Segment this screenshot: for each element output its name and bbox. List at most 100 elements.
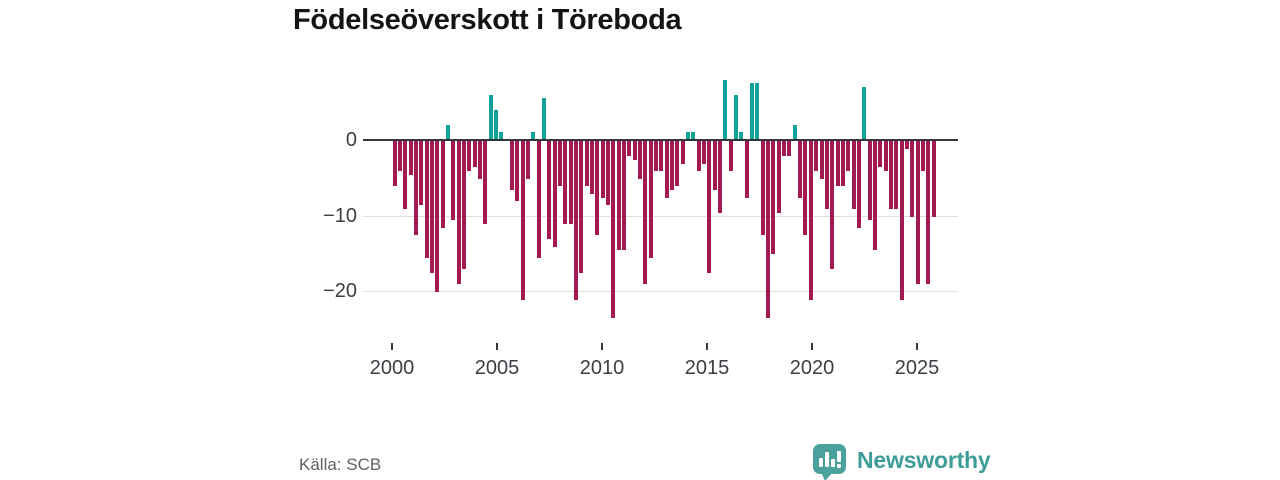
bar-Q2-2002 bbox=[440, 141, 445, 228]
bar-Q4-2021 bbox=[856, 141, 861, 228]
bar-Q2-2003 bbox=[462, 141, 467, 270]
gridline-y-20 bbox=[363, 291, 958, 292]
bar-Q4-2014 bbox=[707, 141, 712, 274]
bar-Q4-2010 bbox=[622, 141, 627, 251]
bar-Q1-2000 bbox=[392, 141, 397, 187]
bar-Q1-2012 bbox=[648, 141, 653, 259]
bar-Q1-2016 bbox=[734, 94, 739, 140]
zero-baseline bbox=[363, 139, 958, 141]
bar-Q1-2003 bbox=[456, 141, 461, 285]
bar-Q1-2023 bbox=[883, 141, 888, 172]
bar-Q3-2014 bbox=[702, 141, 707, 164]
bar-Q3-2002 bbox=[446, 124, 451, 140]
bar-Q3-2004 bbox=[488, 94, 493, 140]
bar-Q2-2017 bbox=[760, 141, 765, 236]
bar-Q4-2016 bbox=[750, 83, 755, 140]
bar-Q3-2016 bbox=[744, 141, 749, 198]
bar-Q1-2004 bbox=[478, 141, 483, 179]
bar-Q3-2024 bbox=[915, 141, 920, 285]
x-tick-2000 bbox=[391, 343, 393, 350]
bar-Q2-2007 bbox=[547, 141, 552, 240]
bar-Q4-2024 bbox=[920, 141, 925, 172]
bar-Q2-2008 bbox=[568, 141, 573, 225]
bar-Q2-2015 bbox=[718, 141, 723, 213]
bar-Q2-2022 bbox=[867, 141, 872, 221]
bar-Q3-2008 bbox=[574, 141, 579, 300]
bar-Q3-2010 bbox=[616, 141, 621, 251]
bar-Q2-2004 bbox=[483, 141, 488, 225]
bar-Q2-2024 bbox=[910, 141, 915, 217]
bar-Q2-2006 bbox=[526, 141, 531, 179]
y-axis-label: 0 bbox=[345, 129, 357, 151]
bar-Q3-2007 bbox=[552, 141, 557, 247]
bar-Q4-2008 bbox=[579, 141, 584, 274]
brand-lockup: Newsworthy bbox=[812, 443, 991, 480]
x-axis-label: 2015 bbox=[684, 357, 730, 379]
bar-Q2-2014 bbox=[696, 141, 701, 172]
bar-Q1-2017 bbox=[755, 83, 760, 140]
bar-Q2-2012 bbox=[654, 141, 659, 172]
bar-Q1-2021 bbox=[840, 141, 845, 187]
bar-Q2-2011 bbox=[632, 141, 637, 160]
x-tick-2010 bbox=[601, 343, 603, 350]
bar-Q4-2020 bbox=[835, 141, 840, 187]
bar-Q4-2005 bbox=[515, 141, 520, 202]
bar-Q4-2022 bbox=[878, 141, 883, 168]
bar-Q3-2009 bbox=[595, 141, 600, 236]
bar-Q1-2009 bbox=[584, 141, 589, 187]
newsworthy-logo-icon bbox=[813, 444, 846, 480]
bar-Q3-2005 bbox=[510, 141, 515, 191]
x-axis-label: 2010 bbox=[579, 357, 625, 379]
bar-Q3-2017 bbox=[766, 141, 771, 319]
bar-Q1-2008 bbox=[563, 141, 568, 225]
bar-Q3-2022 bbox=[872, 141, 877, 251]
bar-Q3-2019 bbox=[808, 141, 813, 300]
bar-Q3-2006 bbox=[531, 132, 536, 140]
bar-Q3-2023 bbox=[894, 141, 899, 209]
bar-Q1-2019 bbox=[798, 141, 803, 198]
bar-Q2-2019 bbox=[803, 141, 808, 236]
bar-Q4-2004 bbox=[494, 109, 499, 140]
x-tick-2020 bbox=[811, 343, 813, 350]
bar-Q4-2013 bbox=[686, 132, 691, 140]
bar-Q3-2015 bbox=[723, 79, 728, 140]
bar-Q1-2018 bbox=[776, 141, 781, 213]
source-note: Källa: SCB bbox=[299, 455, 382, 474]
y-axis-label: −20 bbox=[323, 280, 357, 302]
y-axis-label: −10 bbox=[323, 204, 357, 227]
bar-Q4-2019 bbox=[814, 141, 819, 172]
bar-Q1-2013 bbox=[670, 141, 675, 191]
bar-Q1-2011 bbox=[627, 141, 632, 157]
bar-Q1-2014 bbox=[691, 132, 696, 140]
bar-Q1-2020 bbox=[819, 141, 824, 179]
bar-Q2-2010 bbox=[611, 141, 616, 319]
bar-Q1-2015 bbox=[712, 141, 717, 191]
bar-Q3-2001 bbox=[424, 141, 429, 259]
bar-Q4-2003 bbox=[472, 141, 477, 168]
bar-Q1-2002 bbox=[435, 141, 440, 292]
bar-Q4-2011 bbox=[643, 141, 648, 285]
bar-Q2-2020 bbox=[824, 141, 829, 209]
bar-Q2-2000 bbox=[398, 141, 403, 172]
bar-Q1-2025 bbox=[926, 141, 931, 285]
bar-Q2-2009 bbox=[590, 141, 595, 194]
bar-Q3-2012 bbox=[659, 141, 664, 172]
bar-Q2-2018 bbox=[782, 141, 787, 157]
bar-Q2-2013 bbox=[675, 141, 680, 187]
bar-Q3-2000 bbox=[403, 141, 408, 209]
gridline-y-10 bbox=[363, 215, 958, 217]
bar-Q3-2013 bbox=[680, 141, 685, 164]
bar-Q4-2001 bbox=[430, 141, 435, 274]
bar-Q2-2016 bbox=[739, 132, 744, 140]
bar-Q4-2012 bbox=[664, 141, 669, 198]
bar-Q1-2001 bbox=[414, 141, 419, 236]
x-tick-2005 bbox=[496, 343, 498, 350]
bar-Q4-2018 bbox=[792, 124, 797, 140]
bar-Q4-2007 bbox=[558, 141, 563, 187]
bar-Q4-2015 bbox=[728, 141, 733, 172]
x-tick-2015 bbox=[706, 343, 708, 350]
bar-Q3-2003 bbox=[467, 141, 472, 172]
bar-Q1-2006 bbox=[520, 141, 525, 300]
bar-Q3-2011 bbox=[638, 141, 643, 179]
